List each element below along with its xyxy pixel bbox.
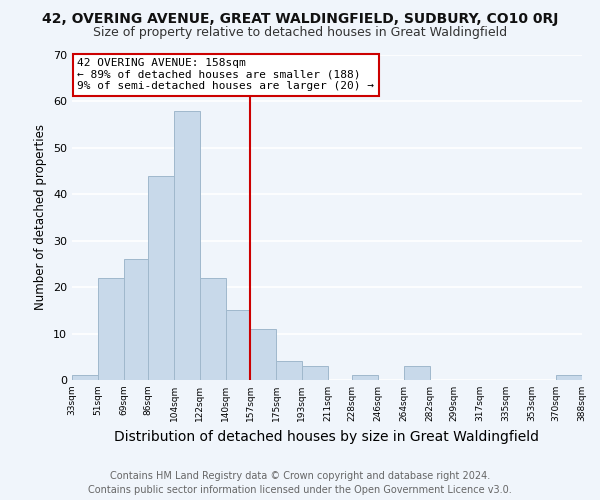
Text: 42, OVERING AVENUE, GREAT WALDINGFIELD, SUDBURY, CO10 0RJ: 42, OVERING AVENUE, GREAT WALDINGFIELD, … bbox=[42, 12, 558, 26]
Bar bbox=[148, 176, 174, 380]
Bar bbox=[174, 110, 200, 380]
Text: Contains HM Land Registry data © Crown copyright and database right 2024.
Contai: Contains HM Land Registry data © Crown c… bbox=[88, 471, 512, 495]
Bar bbox=[200, 278, 226, 380]
Bar bbox=[352, 376, 378, 380]
Text: Size of property relative to detached houses in Great Waldingfield: Size of property relative to detached ho… bbox=[93, 26, 507, 39]
Bar bbox=[404, 366, 430, 380]
Bar bbox=[276, 362, 302, 380]
X-axis label: Distribution of detached houses by size in Great Waldingfield: Distribution of detached houses by size … bbox=[115, 430, 539, 444]
Y-axis label: Number of detached properties: Number of detached properties bbox=[34, 124, 47, 310]
Bar bbox=[72, 376, 98, 380]
Bar bbox=[98, 278, 124, 380]
Bar bbox=[302, 366, 328, 380]
Bar bbox=[226, 310, 250, 380]
Bar bbox=[556, 376, 582, 380]
Text: 42 OVERING AVENUE: 158sqm
← 89% of detached houses are smaller (188)
9% of semi-: 42 OVERING AVENUE: 158sqm ← 89% of detac… bbox=[77, 58, 374, 92]
Bar bbox=[250, 329, 276, 380]
Bar bbox=[124, 260, 148, 380]
